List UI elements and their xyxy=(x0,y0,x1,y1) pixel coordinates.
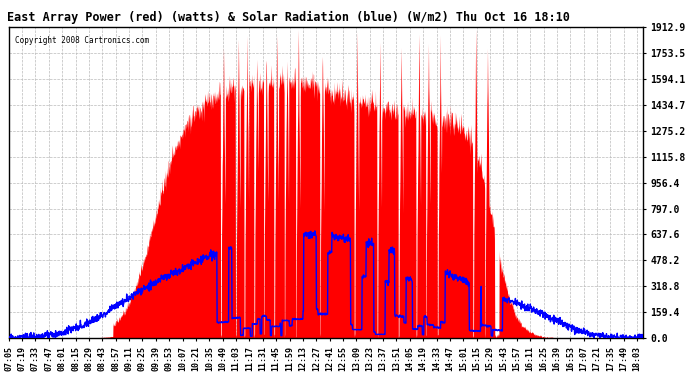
Text: Copyright 2008 Cartronics.com: Copyright 2008 Cartronics.com xyxy=(15,36,149,45)
Text: East Array Power (red) (watts) & Solar Radiation (blue) (W/m2) Thu Oct 16 18:10: East Array Power (red) (watts) & Solar R… xyxy=(7,11,570,24)
